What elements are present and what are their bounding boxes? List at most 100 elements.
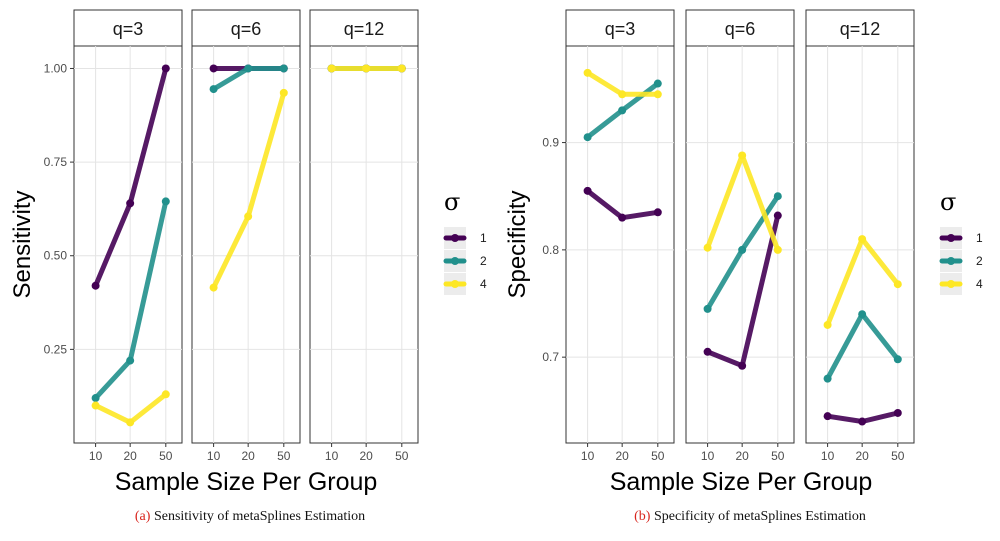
chart1-legend-key-point [451,234,459,242]
chart2-panel2-series-4-point [703,243,712,252]
chart1-panel3-series-4-point [362,64,371,73]
chart2-panel2-series-2-point [773,192,782,201]
chart1-panel2-series-2-point [244,64,253,73]
chart2-panel3-series-2-point [823,374,832,383]
chart2-panel3-series-2-point [858,310,867,319]
chart1-panel1-x-tick-label: 50 [159,449,173,463]
chart1-panel1-x-tick-label: 20 [123,449,137,463]
chart2-panel1-x-tick-label: 10 [581,449,595,463]
chart2-panel2-x-tick-label: 20 [735,449,749,463]
chart1-panel3-x-tick-label: 50 [395,449,409,463]
chart2-x-axis-title: Sample Size Per Group [610,468,873,496]
chart2-panel1-series-1-point [653,208,662,217]
chart1-panel3-strip [309,9,419,47]
caption-b-tag: (b) [634,509,651,524]
chart2-panel3-series-4-point [858,235,867,244]
chart1-legend-label-1: 1 [480,231,487,245]
chart2-panel3-x-tick-label: 50 [891,449,905,463]
chart1-panel1-plot-area [73,45,183,444]
chart2-panel2-series-1-point [703,347,712,356]
chart2-panel1-series-1-point [618,213,627,222]
chart1-panel2-series-1-point [209,64,218,73]
caption-a: (a) Sensitivity of metaSplines Estimatio… [0,509,500,525]
chart2-panel2-series-1-point [773,211,782,220]
chart2-panel1-x-tick-label: 20 [615,449,629,463]
chart1-panel2-x-tick-label: 50 [277,449,291,463]
chart2-panel3-series-1-point [858,417,867,426]
chart1-x-axis-title: Sample Size Per Group [115,468,378,496]
chart2-panel1-series-2-point [583,133,592,142]
chart2-panel1-series-2-point [653,79,662,88]
chart1-panel2-strip [191,9,301,47]
chart1-y-tick-label: 0.75 [44,155,68,169]
chart1-panel1-x-tick-label: 10 [89,449,103,463]
chart2-panel3-strip-label: q=12 [840,19,881,39]
chart1-panel2-series-2-point [279,64,288,73]
caption-a-tag: (a) [134,509,151,524]
chart2-panel2-x-tick-label: 10 [701,449,715,463]
chart1-legend-key-point [451,257,459,265]
chart2-panel3-series-4-point [823,320,832,329]
chart1-panel1-series-1-point [91,281,100,290]
chart2-panel2-series-2-point [703,304,712,313]
chart1-legend-label-4: 4 [480,277,487,291]
chart2-panel2-plot-area [685,45,795,444]
chart2-panel2-series-2-point [738,245,747,254]
chart2-legend-label-1: 1 [976,231,983,245]
chart2-panel1-strip [565,9,675,47]
chart2-y-axis-title: Specificity [504,190,531,298]
chart1-y-axis-title: Sensitivity [9,190,36,298]
chart1-panel1-strip-label: q=3 [113,19,144,39]
chart2-panel2-strip-label: q=6 [725,19,756,39]
chart1-panel2-strip-label: q=6 [231,19,262,39]
chart1-panel3-strip-label: q=12 [344,19,385,39]
chart1-panel3-x-tick-label: 20 [359,449,373,463]
caption-b: (b) Specificity of metaSplines Estimatio… [500,509,1000,525]
chart1-panel1-series-4-point [161,390,170,399]
chart2-panel2-series-1-point [738,361,747,370]
chart1-panel1-series-2-point [126,356,135,365]
chart1-panel3-plot-area [309,45,419,444]
chart2-legend-key-point [947,257,955,265]
chart1-panel3-series-4-point [397,64,406,73]
chart1-panel2-series-2-point [209,85,218,94]
chart1-legend-title: σ [444,188,460,216]
chart1-y-tick-label: 0.25 [44,342,68,356]
chart1-panel2-x-tick-label: 10 [207,449,221,463]
chart1-legend-key-point [451,280,459,288]
chart2-legend-key-point [947,280,955,288]
chart2-panel3-series-4-point [893,280,902,289]
chart2-panel1-series-1-point [583,186,592,195]
chart2-panel1-series-2-point [618,106,627,115]
chart2-panel1-series-4-point [583,68,592,77]
chart1-y-tick-label: 1.00 [44,61,68,75]
chart2-y-tick-label: 0.8 [542,243,559,257]
chart2-panel2-x-tick-label: 50 [771,449,785,463]
caption-a-text: Sensitivity of metaSplines Estimation [153,509,366,524]
chart1-panel2-x-tick-label: 20 [241,449,255,463]
chart2-legend-label-4: 4 [976,277,983,291]
chart2-y-tick-label: 0.9 [542,136,559,150]
chart2-panel2-series-4-point [773,245,782,254]
chart1-panel3-x-tick-label: 10 [325,449,339,463]
chart1-panel1-series-4-point [126,418,135,427]
chart1-panel2-series-4-point [279,88,288,97]
chart1-panel1-series-2-point [161,197,170,206]
chart2-panel3-series-1-point [893,408,902,417]
chart1-panel2-plot-area [191,45,301,444]
chart2-panel1-series-4-point [653,90,662,99]
chart2-y-tick-label: 0.7 [542,350,559,364]
chart1-legend-label-2: 2 [480,254,487,268]
chart1-panel1-strip [73,9,183,47]
chart2-panel2-series-4-point [738,151,747,160]
chart2-panel1-series-4-point [618,90,627,99]
chart2-legend-key-point [947,234,955,242]
caption-b-text: Specificity of metaSplines Estimation [653,509,866,524]
chart1-panel3-series-4-point [327,64,336,73]
chart1-panel1-series-1-point [126,199,135,208]
chart2-panel3-x-tick-label: 10 [821,449,835,463]
chart2-legend-label-2: 2 [976,254,983,268]
chart1-panel1-series-2-point [91,394,100,403]
chart1-panel1-series-4-point [91,401,100,410]
